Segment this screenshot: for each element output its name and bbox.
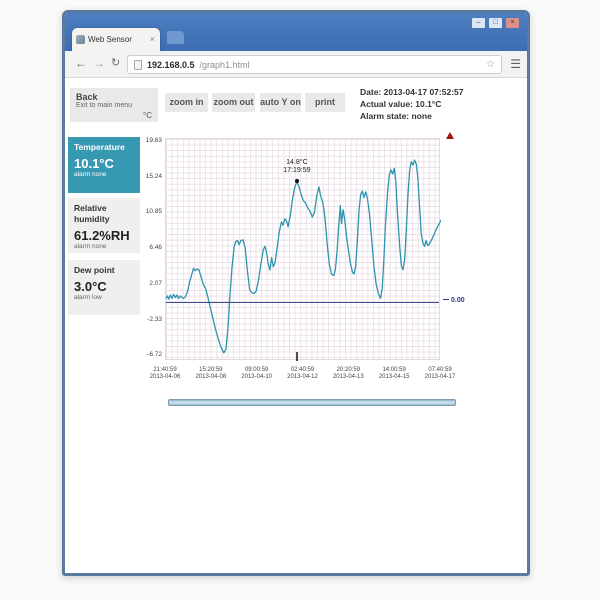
favicon-icon bbox=[76, 35, 85, 44]
x-axis-tick: 15:20:59 2013-04-08 bbox=[195, 367, 227, 380]
url-path: /graph1.html bbox=[199, 59, 250, 70]
y-axis-tick: -6.72 bbox=[147, 351, 162, 359]
channel-value: 10.1°C bbox=[74, 156, 114, 171]
status-block: Date: 2013-04-17 07:52:57 Actual value: … bbox=[360, 86, 525, 122]
x-axis-tick: 07:40:59 2013-04-17 bbox=[424, 367, 456, 380]
forward-nav-icon[interactable]: → bbox=[93, 56, 105, 70]
bookmark-star-icon[interactable]: ☆ bbox=[486, 59, 495, 70]
browser-menu-icon[interactable]: ☰ bbox=[510, 57, 521, 71]
tab-title: Web Sensor bbox=[88, 35, 132, 44]
back-button-subtitle: Exit to main menu bbox=[76, 102, 133, 109]
reload-icon[interactable]: ↻ bbox=[111, 57, 121, 69]
temperature-line bbox=[166, 159, 441, 354]
cursor-axis-tick bbox=[295, 352, 298, 361]
plot-area[interactable]: 14.8°C 17:19:59 bbox=[165, 138, 441, 361]
address-bar[interactable]: 192.168.0.5 /graph1.html ☆ bbox=[127, 55, 502, 74]
x-axis-tick: 21:40:59 2013-04-06 bbox=[149, 367, 181, 380]
y-axis-tick: 2.07 bbox=[149, 279, 162, 287]
x-axis-tick: 20:20:59 2013-04-13 bbox=[332, 367, 364, 380]
alarm-triangle-icon bbox=[446, 132, 454, 139]
sidebar-item-dew-point[interactable]: Dew point 3.0°C alarm low bbox=[68, 260, 140, 315]
zero-tick-dash bbox=[443, 299, 449, 301]
browser-navbar: ← → ↻ 192.168.0.5 /graph1.html ☆ ☰ bbox=[65, 51, 527, 78]
y-axis-tick: 15.24 bbox=[145, 172, 162, 180]
y-axis-tick: 19.63 bbox=[145, 137, 162, 145]
zero-line-label: 0.00 bbox=[443, 297, 465, 304]
x-axis-tick: 14:00:59 2013-04-15 bbox=[378, 367, 410, 380]
sidebar-item-humidity[interactable]: Relative humidity 61.2%RH alarm none bbox=[68, 198, 140, 253]
back-button-label: Back bbox=[76, 92, 98, 102]
tab-close-icon[interactable]: × bbox=[149, 34, 155, 44]
status-actual-value: Actual value: 10.1°C bbox=[360, 99, 442, 109]
new-tab-button[interactable] bbox=[167, 31, 184, 44]
channel-alarm: alarm low bbox=[74, 294, 102, 301]
selected-point-marker bbox=[294, 179, 299, 184]
print-button[interactable]: print bbox=[305, 93, 345, 112]
zoom-in-button[interactable]: zoom in bbox=[165, 93, 208, 112]
chart-scrollbar[interactable] bbox=[168, 399, 456, 406]
window-controls: – □ × bbox=[472, 18, 519, 28]
channel-name: Relative humidity bbox=[74, 203, 110, 224]
maximize-button[interactable]: □ bbox=[489, 18, 502, 28]
y-axis-tick: 6.46 bbox=[149, 244, 162, 252]
x-axis-tick: 02:40:59 2013-04-12 bbox=[287, 367, 318, 380]
browser-window: Web Sensor × – □ × ← → ↻ 192.168.0.5 /gr… bbox=[62, 10, 530, 576]
annotation-value: 14.8°C bbox=[286, 159, 308, 167]
back-button[interactable]: Back Exit to main menu bbox=[70, 88, 158, 122]
page-icon bbox=[134, 59, 142, 70]
channel-name: Temperature bbox=[74, 142, 125, 152]
status-alarm-state: Alarm state: none bbox=[360, 111, 432, 121]
channel-name: Dew point bbox=[74, 265, 115, 275]
channel-value: 3.0°C bbox=[74, 279, 107, 294]
temperature-chart: 19.63 15.24 10.85 6.46 2.07 -2.33 -6.72 … bbox=[140, 132, 525, 398]
annotation-time: 17:19:59 bbox=[283, 167, 311, 175]
channel-value: 61.2%RH bbox=[74, 228, 130, 243]
web-sensor-page: Back Exit to main menu zoom in zoom out … bbox=[65, 78, 527, 573]
channel-alarm: alarm none bbox=[74, 243, 107, 250]
point-annotation: 14.8°C 17:19:59 bbox=[267, 159, 327, 175]
browser-titlebar: Web Sensor × – □ × bbox=[65, 13, 527, 51]
status-date: Date: 2013-04-17 07:52:57 bbox=[360, 87, 464, 97]
auto-y-button[interactable]: auto Y on bbox=[260, 93, 301, 112]
url-host: 192.168.0.5 bbox=[147, 59, 195, 70]
browser-tab[interactable]: Web Sensor × bbox=[72, 28, 160, 51]
minimize-button[interactable]: – bbox=[472, 18, 485, 28]
y-axis-tick: -2.33 bbox=[147, 315, 162, 323]
sidebar-item-temperature[interactable]: Temperature 10.1°C alarm none bbox=[68, 137, 140, 193]
y-axis-tick: 10.85 bbox=[145, 208, 162, 216]
close-window-button[interactable]: × bbox=[506, 18, 519, 28]
x-axis-tick: 09:00:59 2013-04-10 bbox=[241, 367, 272, 380]
zero-reference-line bbox=[166, 301, 439, 303]
back-nav-icon[interactable]: ← bbox=[75, 56, 87, 70]
y-axis-unit-label: °C bbox=[143, 111, 152, 120]
channel-alarm: alarm none bbox=[74, 171, 107, 178]
zoom-out-button[interactable]: zoom out bbox=[212, 93, 255, 112]
